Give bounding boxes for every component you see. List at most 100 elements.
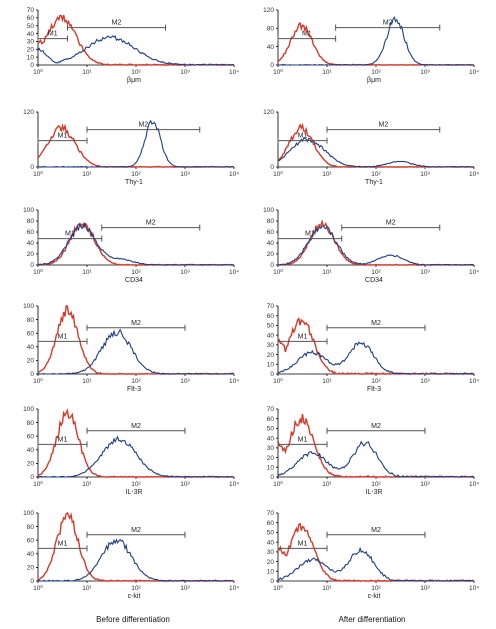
y-tick-label: 40 [27,551,35,558]
y-tick-label: 40 [27,31,35,38]
x-axis-label: c-kit [128,593,141,600]
x-tick-label: 10² [131,171,141,178]
x-tick-label: 10⁰ [33,480,43,488]
x-tick-label: 10¹ [322,481,332,488]
x-axis-label: βμm [367,77,381,84]
plot-axes [37,513,234,582]
histogram-panel-6: 0 20 40 60 80 100 10⁰ 10¹ 10² 10³ 10⁴ CD34 M1 M2 [263,207,479,284]
x-tick-label: 10¹ [322,378,332,385]
x-tick-label: 10³ [420,585,430,592]
plot-axes [277,513,474,582]
y-tick-label: 60 [267,416,275,423]
x-axis-label: c-kit [368,593,381,600]
x-tick-label: 10⁴ [229,171,239,178]
histogram-sample-line [278,225,475,266]
y-tick-label: 60 [267,313,275,320]
y-tick-label: 0 [270,474,274,481]
gate-label: M2 [379,122,389,129]
gate-label: M2 [146,220,156,227]
y-tick-label: 80 [27,524,35,531]
x-tick-label: 10⁴ [469,378,479,385]
x-tick-label: 10⁴ [469,481,479,488]
histogram-panel-8: 0 10 20 30 40 50 60 70 10⁰ 10¹ 10² 10³ 10⁴ Flt-3 M1 M2 [267,303,479,393]
histogram-control-line [277,316,475,375]
y-tick-label: 40 [27,447,35,454]
histogram-sample-line [38,435,235,478]
y-tick-label: 0 [30,578,34,585]
y-tick-label: 0 [30,62,34,69]
x-tick-label: 10¹ [82,585,92,592]
y-tick-label: 60 [27,15,35,22]
plot-axes [37,409,234,478]
y-tick-label: 100 [23,207,34,214]
y-tick-label: 70 [267,406,275,413]
y-tick-label: 0 [270,578,274,585]
x-tick-label: 10¹ [322,269,332,276]
y-tick-label: 40 [27,344,35,351]
y-tick-label: 20 [267,455,275,462]
x-tick-label: 10² [131,269,141,276]
histogram-sample-line [277,546,474,582]
x-tick-label: 10¹ [82,269,92,276]
histogram-sample-line [277,440,475,478]
x-tick-label: 10³ [180,481,190,488]
x-tick-label: 10⁴ [229,378,239,385]
histogram-sample-line [37,34,235,66]
histogram-panel-4: 0 120 10⁰ 10¹ 10² 10³ 10⁴ Thy-1 M1 M2 [263,109,479,186]
plot-axes [37,112,234,168]
y-tick-label: 0 [270,262,274,269]
x-tick-label: 10² [371,69,381,76]
y-tick-label: 100 [23,406,34,413]
plot-axes [37,306,234,375]
y-tick-label: 0 [30,262,34,269]
gate-label: M1 [65,231,75,238]
y-tick-label: 80 [27,218,35,225]
x-tick-label: 10² [131,481,141,488]
x-tick-label: 10¹ [82,378,92,385]
histogram-panel-7: 0 20 40 60 80 100 10⁰ 10¹ 10² 10³ 10⁴ Flt-3 M1 M2 [23,303,239,393]
gate-label: M2 [139,122,149,129]
y-tick-label: 50 [267,530,275,537]
y-tick-label: 0 [30,474,34,481]
x-tick-label: 10¹ [82,481,92,488]
gate-label: M1 [58,333,68,340]
x-axis-label: βμm [127,77,141,84]
y-tick-label: 30 [267,445,275,452]
gate-label: M2 [131,423,141,430]
x-tick-label: 10⁴ [229,269,239,276]
histogram-sample-line [37,119,235,168]
histogram-panel-5: 0 20 40 60 80 100 10⁰ 10¹ 10² 10³ 10⁴ CD34 M1 M2 [23,207,239,284]
y-tick-label: 20 [27,461,35,468]
x-axis-label: CD34 [125,277,143,284]
x-tick-label: 10² [131,378,141,385]
gate-label: M1 [58,540,68,547]
y-tick-label: 100 [23,303,34,310]
y-tick-label: 100 [263,207,274,214]
y-tick-label: 80 [267,218,275,225]
y-tick-label: 100 [23,510,34,517]
y-tick-label: 40 [267,539,275,546]
gate-label: M1 [305,231,315,238]
x-tick-label: 10⁰ [273,268,283,276]
plot-axes [277,409,474,478]
y-tick-label: 0 [270,62,274,69]
gate-label: M2 [383,20,393,27]
histogram-control-line [37,123,235,168]
x-tick-label: 10⁰ [33,268,43,276]
histogram-sample-line [277,341,475,375]
y-tick-label: 10 [267,464,275,471]
x-axis-label: IL-3R [125,489,142,496]
x-tick-label: 10² [131,585,141,592]
y-tick-label: 10 [267,361,275,368]
x-tick-label: 10³ [420,269,430,276]
x-tick-label: 10² [371,171,381,178]
x-tick-label: 10³ [180,585,190,592]
y-tick-label: 20 [27,46,35,53]
y-tick-label: 30 [267,342,275,349]
y-tick-label: 50 [267,323,275,330]
y-tick-label: 60 [27,229,35,236]
y-tick-label: 60 [27,330,35,337]
y-tick-label: 40 [27,240,35,247]
